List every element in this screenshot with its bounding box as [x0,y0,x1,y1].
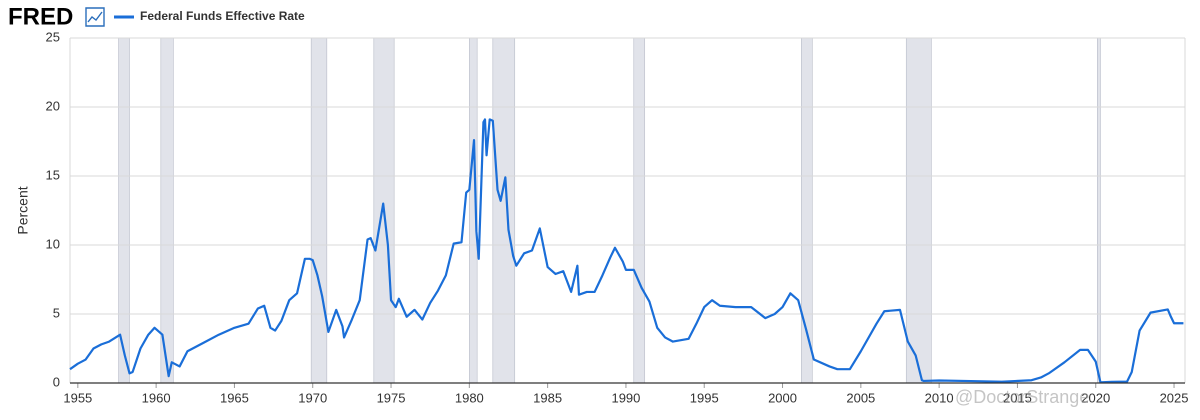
recession-band [118,37,130,384]
x-tick-label: 2000 [768,390,797,405]
y-tick-label: 5 [53,305,60,320]
logo-icon [85,7,105,27]
brand-logo: FRED [8,3,73,30]
x-tick-label: 1980 [455,390,484,405]
x-tick-label: 1985 [533,390,562,405]
x-tick-label: 2025 [1160,390,1189,405]
recession-band [633,37,646,384]
watermark: @DoctorStrange [955,387,1089,407]
x-tick-label: 1970 [298,390,327,405]
y-tick-label: 15 [46,167,60,182]
y-tick-label: 25 [46,29,60,44]
y-tick-label: 0 [53,374,60,389]
legend-label: Federal Funds Effective Rate [140,9,305,23]
data-line [69,118,1184,384]
x-tick-label: 2020 [1081,390,1110,405]
x-tick-label: 1965 [220,390,249,405]
x-tick-label: 1955 [63,390,92,405]
recession-band [492,37,516,384]
recession-band [905,37,932,384]
x-tick-label: 2005 [846,390,875,405]
recession-band [160,37,174,384]
x-tick-label: 2015 [1003,390,1032,405]
x-tick-label: 1975 [377,390,406,405]
x-tick-label: 1990 [611,390,640,405]
x-tick-label: 1995 [690,390,719,405]
x-tick-label: 2010 [925,390,954,405]
recession-band [1097,37,1101,384]
y-tick-label: 20 [46,98,60,113]
y-axis-label: Percent [15,186,31,234]
y-tick-label: 10 [46,236,60,251]
recession-band [310,37,328,384]
x-tick-label: 1960 [142,390,171,405]
